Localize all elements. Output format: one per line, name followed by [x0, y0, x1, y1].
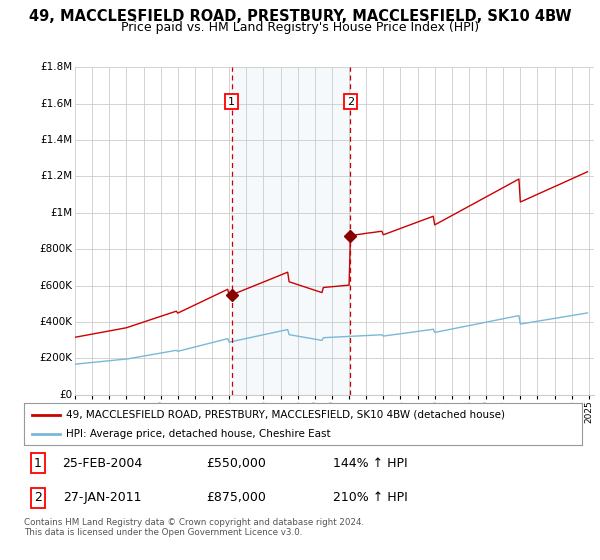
Text: £400K: £400K	[40, 317, 73, 327]
Text: Contains HM Land Registry data © Crown copyright and database right 2024.
This d: Contains HM Land Registry data © Crown c…	[24, 518, 364, 538]
Text: £1.6M: £1.6M	[40, 99, 73, 109]
Text: 1: 1	[228, 96, 235, 106]
Text: £875,000: £875,000	[206, 491, 266, 504]
Text: £1M: £1M	[50, 208, 73, 218]
Text: 210% ↑ HPI: 210% ↑ HPI	[332, 491, 407, 504]
Text: £800K: £800K	[40, 244, 73, 254]
Text: £1.4M: £1.4M	[40, 135, 73, 145]
Text: Price paid vs. HM Land Registry's House Price Index (HPI): Price paid vs. HM Land Registry's House …	[121, 21, 479, 34]
Text: £550,000: £550,000	[206, 457, 266, 470]
Text: HPI: Average price, detached house, Cheshire East: HPI: Average price, detached house, Ches…	[66, 429, 331, 439]
Text: 27-JAN-2011: 27-JAN-2011	[63, 491, 142, 504]
Text: 144% ↑ HPI: 144% ↑ HPI	[332, 457, 407, 470]
Text: £200K: £200K	[40, 353, 73, 363]
Text: £600K: £600K	[40, 281, 73, 291]
Text: 49, MACCLESFIELD ROAD, PRESTBURY, MACCLESFIELD, SK10 4BW: 49, MACCLESFIELD ROAD, PRESTBURY, MACCLE…	[29, 9, 571, 24]
Text: £1.8M: £1.8M	[40, 62, 73, 72]
Text: 25-FEB-2004: 25-FEB-2004	[62, 457, 142, 470]
Text: £0: £0	[59, 390, 73, 400]
Text: £1.2M: £1.2M	[40, 171, 73, 181]
Bar	[232, 67, 350, 395]
Text: 2: 2	[34, 491, 42, 504]
Text: 1: 1	[34, 457, 42, 470]
Text: 2: 2	[347, 96, 354, 106]
Text: 49, MACCLESFIELD ROAD, PRESTBURY, MACCLESFIELD, SK10 4BW (detached house): 49, MACCLESFIELD ROAD, PRESTBURY, MACCLE…	[66, 409, 505, 419]
